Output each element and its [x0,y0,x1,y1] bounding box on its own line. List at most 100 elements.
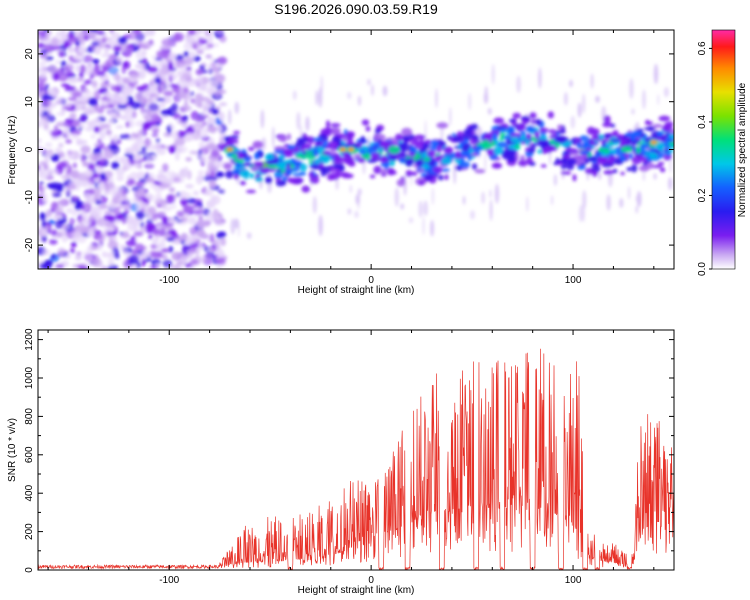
spectrogram-x-axis-label: Height of straight line (km) [298,285,415,296]
signal-blob [361,119,370,126]
noise-blob [50,229,58,236]
signal-blob [597,147,603,153]
signal-blob [377,147,383,152]
snr-x-tick-label: 100 [565,575,582,586]
noise-blob [87,65,94,72]
signal-blob [568,158,577,166]
faint-streak [477,126,482,137]
signal-blob [401,127,413,136]
signal-blob [638,165,650,172]
noise-blob [191,132,202,141]
noise-blob [187,216,197,225]
signal-blob [311,137,323,142]
noise-blob [60,60,67,66]
noise-blob [65,102,73,108]
signal-blob [658,115,671,122]
signal-blob [539,127,549,133]
signal-blob [281,176,288,182]
faint-streak [357,191,360,210]
noise-blob [53,169,60,175]
noise-blob [58,97,66,106]
noise-blob [38,30,46,35]
noise-blob [145,223,156,231]
noise-blob [56,111,65,117]
faint-streak [318,214,323,237]
noise-blob [82,55,93,63]
signal-blob [566,148,578,153]
noise-blob [219,102,228,107]
noise-blob [38,161,47,166]
noise-blob [93,90,99,97]
noise-blob [126,95,134,105]
signal-blob [525,147,530,152]
signal-blob [507,157,513,163]
noise-blob [208,68,213,75]
signal-blob [520,134,526,142]
noise-blob [52,214,64,220]
noise-blob [75,224,81,231]
signal-blob [660,136,667,141]
noise-blob [58,142,64,148]
spectrogram-y-tick-label: -20 [24,237,35,252]
hot-spot-core [347,147,354,152]
signal-blob [368,141,374,147]
noise-blob [200,111,208,117]
signal-blob [398,153,409,157]
noise-blob [87,230,95,236]
noise-blob [106,226,115,233]
noise-blob [79,64,86,74]
noise-blob [186,197,197,204]
noise-blob [62,180,67,188]
noise-blob [173,32,181,42]
noise-blob [156,97,166,102]
noise-blob [116,175,125,182]
noise-blob [157,203,162,208]
noise-blob [168,245,174,253]
snr-y-tick-label: 200 [24,523,35,540]
noise-blob [104,46,110,55]
signal-blob [246,189,256,194]
noise-blob [99,131,107,137]
noise-blob [83,90,93,98]
noise-blob [114,149,119,154]
spectrogram-x-tick-label: 0 [368,275,374,286]
noise-blob [80,153,86,163]
signal-blob [366,159,378,163]
signal-blob [239,169,250,178]
signal-blob [375,128,381,134]
noise-blob [96,70,106,77]
spectrogram-y-tick-label: 10 [24,96,35,108]
noise-blob [129,119,134,129]
snr-x-axis-label: Height of straight line (km) [298,585,415,596]
signal-blob [424,139,432,144]
faint-streak [637,193,641,207]
noise-blob [97,138,102,144]
signal-blob [572,174,577,182]
faint-streak [569,79,573,88]
signal-blob [656,143,664,151]
noise-blob [83,79,92,85]
noise-blob [103,210,115,215]
signal-blob [584,158,590,164]
noise-blob [88,215,94,222]
signal-blob [318,155,325,160]
noise-blob [189,258,198,266]
noise-blob [168,145,176,154]
signal-blob [327,141,339,150]
noise-blob [45,209,53,218]
noise-blob [63,119,73,128]
faint-streak [582,202,586,223]
signal-blob [424,174,434,181]
noise-blob [94,46,101,55]
noise-blob [99,172,107,181]
noise-blob [218,111,225,122]
noise-blob [216,265,222,269]
signal-blob [603,133,612,139]
noise-blob [41,219,47,228]
noise-blob [169,84,180,88]
signal-blob [460,150,471,157]
noise-blob [81,226,88,234]
noise-blob [50,37,59,47]
noise-blob [87,179,94,189]
